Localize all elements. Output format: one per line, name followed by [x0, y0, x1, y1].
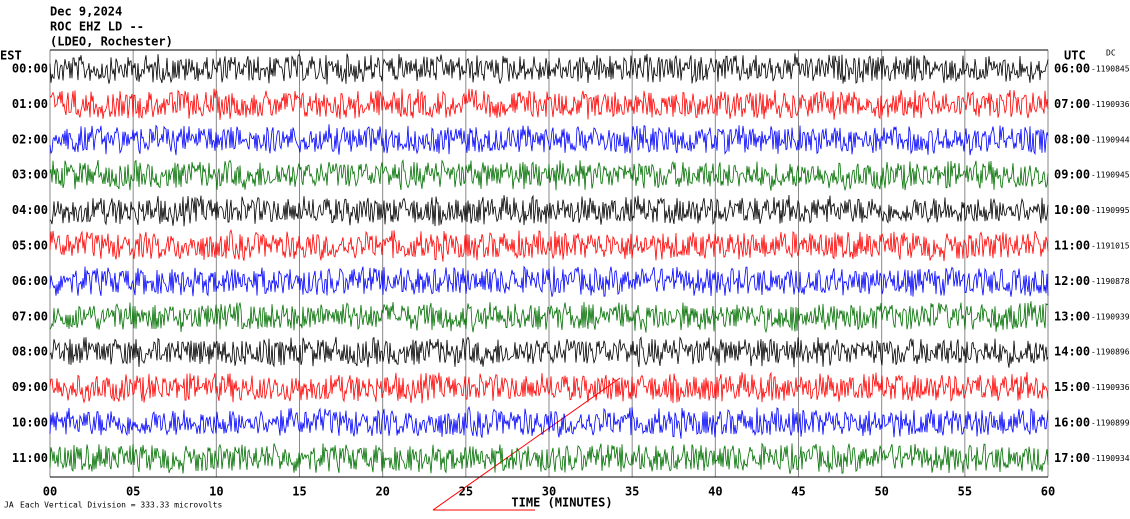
trace — [49, 265, 1049, 297]
est-label: 08:00 — [12, 345, 48, 359]
utc-label: 15:00 — [1054, 380, 1090, 394]
trace — [49, 88, 1049, 120]
trace — [49, 194, 1049, 227]
x-tick-label: 35 — [625, 485, 639, 499]
title-line: ROC EHZ LD -- — [50, 20, 144, 34]
x-tick-label: 30 — [542, 485, 556, 499]
est-label: 04:00 — [12, 203, 48, 217]
title-line: (LDEO, Rochester) — [50, 35, 173, 49]
dc-label: -1190896 — [1091, 348, 1130, 357]
utc-label: 06:00 — [1054, 62, 1090, 76]
trace — [49, 229, 1049, 262]
x-tick-label: 50 — [874, 485, 888, 499]
est-label: 11:00 — [12, 451, 48, 465]
est-label: 02:00 — [12, 132, 48, 146]
dc-label: -1190878 — [1091, 277, 1130, 286]
x-axis-label: TIME (MINUTES) — [511, 496, 612, 510]
trace — [49, 336, 1049, 368]
title-line: Dec 9,2024 — [50, 5, 122, 19]
dc-label: -1190936 — [1091, 100, 1130, 109]
dc-label: -1190995 — [1091, 206, 1130, 215]
utc-label: 10:00 — [1054, 203, 1090, 217]
corner-mark: JA — [4, 501, 14, 510]
est-label: 03:00 — [12, 168, 48, 182]
x-tick-label: 60 — [1041, 485, 1055, 499]
est-label: 10:00 — [12, 416, 48, 430]
trace — [49, 159, 1049, 192]
dc-label: -1190945 — [1091, 171, 1130, 180]
x-tick-label: 25 — [459, 485, 473, 499]
utc-label: 14:00 — [1054, 345, 1090, 359]
est-label: 09:00 — [12, 380, 48, 394]
utc-label: 13:00 — [1054, 309, 1090, 323]
utc-label: 08:00 — [1054, 132, 1090, 146]
dc-label: -1191015 — [1091, 242, 1130, 251]
utc-label: 09:00 — [1054, 168, 1090, 182]
est-label: 06:00 — [12, 274, 48, 288]
trace — [49, 301, 1049, 334]
dc-label: -1190934 — [1091, 454, 1130, 463]
right-header: UTC — [1064, 49, 1086, 63]
dc-label: -1190899 — [1091, 419, 1130, 428]
utc-label: 16:00 — [1054, 416, 1090, 430]
marker-line — [432, 377, 621, 511]
est-label: 01:00 — [12, 97, 48, 111]
footnote: Each Vertical Division = 333.33 microvol… — [20, 501, 222, 510]
x-tick-label: 15 — [292, 485, 306, 499]
dc-label: -1190939 — [1091, 312, 1130, 321]
trace — [49, 53, 1049, 85]
x-tick-label: 10 — [209, 485, 223, 499]
x-tick-label: 20 — [375, 485, 389, 499]
utc-label: 12:00 — [1054, 274, 1090, 288]
dc-label: -1190845 — [1091, 65, 1130, 74]
left-header: EST — [0, 49, 22, 63]
est-label: 05:00 — [12, 239, 48, 253]
est-label: 07:00 — [12, 309, 48, 323]
dc-label: -1190944 — [1091, 135, 1130, 144]
dc-header: DC — [1106, 49, 1116, 58]
x-tick-label: 55 — [958, 485, 972, 499]
x-tick-label: 00 — [43, 485, 57, 499]
x-tick-label: 05 — [126, 485, 140, 499]
dc-label: -1190936 — [1091, 383, 1130, 392]
utc-label: 07:00 — [1054, 97, 1090, 111]
trace — [49, 406, 1049, 439]
x-tick-label: 40 — [708, 485, 722, 499]
trace — [49, 371, 1049, 404]
utc-label: 11:00 — [1054, 239, 1090, 253]
x-tick-label: 45 — [791, 485, 805, 499]
trace — [49, 442, 1049, 474]
utc-label: 17:00 — [1054, 451, 1090, 465]
est-label: 00:00 — [12, 62, 48, 76]
trace — [49, 124, 1049, 156]
